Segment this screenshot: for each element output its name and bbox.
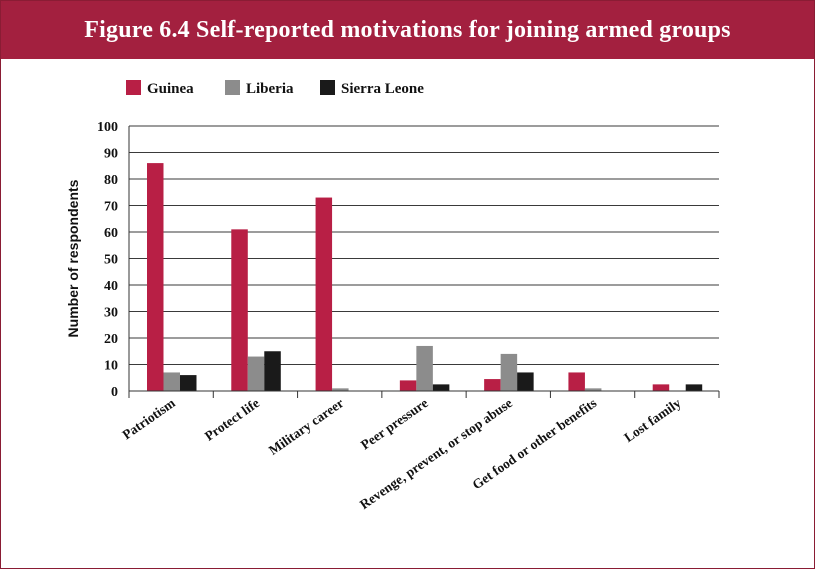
- bar-4-0: [484, 379, 501, 391]
- bar-5-0: [568, 372, 585, 391]
- y-tick-label-30: 30: [104, 306, 118, 321]
- y-tick-label-50: 50: [104, 253, 118, 268]
- y-tick-label-40: 40: [104, 279, 118, 294]
- y-tick-label-0: 0: [111, 385, 118, 400]
- bar-4-1: [500, 353, 518, 391]
- y-tick-label-80: 80: [104, 173, 118, 188]
- x-tick-label-1: Protect life: [202, 395, 262, 443]
- bar-6-2: [685, 384, 703, 391]
- legend-label-2: Sierra Leone: [341, 81, 424, 97]
- bar-0-1: [163, 372, 180, 391]
- y-tick-label-100: 100: [97, 120, 118, 135]
- y-axis-title: Number of respondents: [65, 179, 81, 337]
- bar-0-0: [147, 163, 164, 391]
- y-tick-label-90: 90: [104, 147, 118, 162]
- bar-6-0: [652, 384, 670, 391]
- bar-3-0: [399, 380, 417, 391]
- legend-label-1: Liberia: [246, 81, 294, 97]
- x-tick-label-2: Military career: [266, 395, 347, 458]
- bar-0-2: [180, 375, 197, 391]
- y-tick-label-60: 60: [104, 226, 118, 241]
- x-tick-label-6: Lost family: [621, 395, 684, 445]
- y-tick-label-10: 10: [104, 359, 118, 374]
- x-tick-label-3: Peer pressure: [358, 395, 431, 452]
- bar-4-2: [517, 372, 534, 391]
- legend-swatch-1: [225, 80, 240, 95]
- x-tick-label-4: Revenge, prevent, or stop abuse: [357, 395, 515, 512]
- x-tick-label-0: Patriotism: [120, 395, 179, 443]
- bar-1-0: [231, 229, 248, 391]
- legend-swatch-2: [320, 80, 335, 95]
- bar-2-1: [332, 388, 349, 391]
- bar-2-0: [315, 197, 333, 391]
- chart-title: Figure 6.4 Self-reported motivations for…: [1, 1, 814, 59]
- bar-3-1: [416, 345, 433, 391]
- bar-5-1: [584, 388, 602, 391]
- y-tick-label-20: 20: [104, 332, 118, 347]
- y-tick-label-70: 70: [104, 200, 118, 215]
- bar-1-1: [247, 356, 265, 391]
- bar-3-2: [432, 384, 450, 391]
- legend-swatch-0: [126, 80, 141, 95]
- bar-1-2: [264, 351, 281, 391]
- legend-label-0: Guinea: [147, 81, 194, 97]
